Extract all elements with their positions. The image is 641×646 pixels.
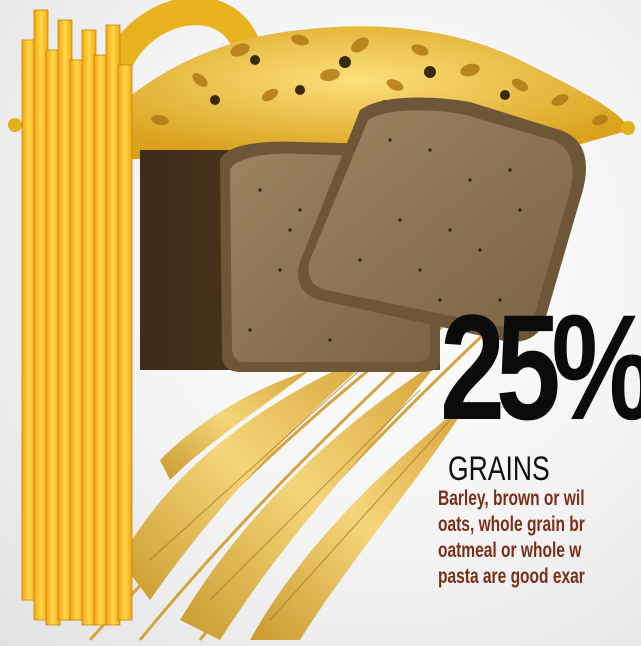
- description-line: Barley, brown or wil: [438, 487, 585, 510]
- category-heading: GRAINS: [448, 450, 550, 488]
- description-line: pasta are good exar: [438, 565, 585, 588]
- percentage-figure: 25%: [440, 283, 641, 451]
- description-line: oats, whole grain br: [438, 513, 585, 536]
- category-description: Barley, brown or wil oats, whole grain b…: [438, 486, 630, 590]
- spaghetti-icon: [21, 9, 133, 626]
- description-line: oatmeal or whole w: [438, 539, 582, 562]
- wheat-stalks-icon: [88, 169, 562, 642]
- bread-slices-icon: [140, 97, 586, 372]
